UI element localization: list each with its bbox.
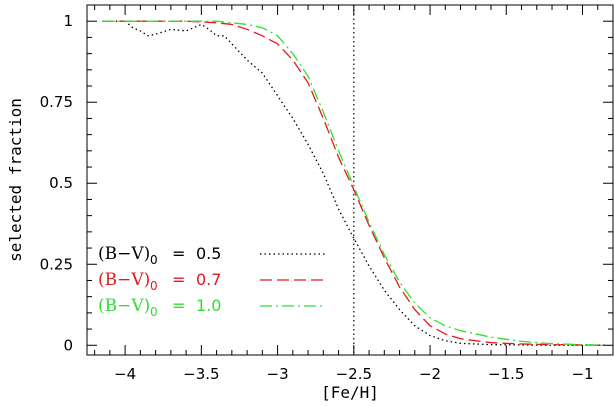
legend-equals: = bbox=[172, 296, 185, 315]
legend-equals: = bbox=[172, 244, 185, 263]
legend-subscript: 0 bbox=[150, 253, 158, 267]
legend: (B−V) 0 = 0.5(B−V) 0 = 0.7(B−V) 0 = 1.0 bbox=[98, 244, 325, 319]
y-tick-label: 0.5 bbox=[49, 174, 73, 192]
x-tick-label: −4 bbox=[114, 365, 136, 383]
x-tick-label: −1 bbox=[571, 365, 593, 383]
legend-label: (B−V) bbox=[98, 244, 150, 264]
y-axis-title: selected fraction bbox=[6, 98, 25, 262]
ticks-group bbox=[87, 5, 614, 355]
legend-subscript: 0 bbox=[150, 305, 158, 319]
y-tick-label: 0.75 bbox=[40, 93, 73, 111]
series-line-2 bbox=[102, 20, 606, 346]
series-line-1 bbox=[102, 20, 606, 346]
legend-equals: = bbox=[172, 270, 185, 289]
y-tick-label: 0 bbox=[63, 336, 73, 354]
x-tick-label: −3 bbox=[267, 365, 289, 383]
x-axis-title: [Fe/H] bbox=[321, 383, 379, 402]
y-tick-label: 0.25 bbox=[40, 255, 73, 273]
legend-entry-1: (B−V) 0 = 0.7 bbox=[98, 270, 325, 293]
y-tick-label: 1 bbox=[63, 12, 73, 30]
legend-entry-2: (B−V) 0 = 1.0 bbox=[98, 296, 325, 319]
legend-value: 1.0 bbox=[196, 296, 221, 315]
plot-frame-group bbox=[86, 4, 614, 356]
legend-value: 0.7 bbox=[196, 270, 221, 289]
legend-entry-0: (B−V) 0 = 0.5 bbox=[98, 244, 325, 267]
x-tick-label: −3.5 bbox=[183, 365, 219, 383]
legend-label: (B−V) bbox=[98, 296, 150, 316]
legend-label: (B−V) bbox=[98, 270, 150, 290]
plot-frame bbox=[86, 4, 614, 356]
legend-value: 0.5 bbox=[196, 244, 221, 263]
x-tick-label: −1.5 bbox=[488, 365, 524, 383]
tick-labels-group: −4 −3.5 −3 −2.5 −2 −1.5 −1 0 0.25 0.5 0.75 1 bbox=[40, 12, 594, 383]
series-group bbox=[102, 20, 606, 346]
legend-subscript: 0 bbox=[150, 279, 158, 293]
x-tick-label: −2 bbox=[419, 365, 441, 383]
x-tick-label: −2.5 bbox=[336, 365, 372, 383]
